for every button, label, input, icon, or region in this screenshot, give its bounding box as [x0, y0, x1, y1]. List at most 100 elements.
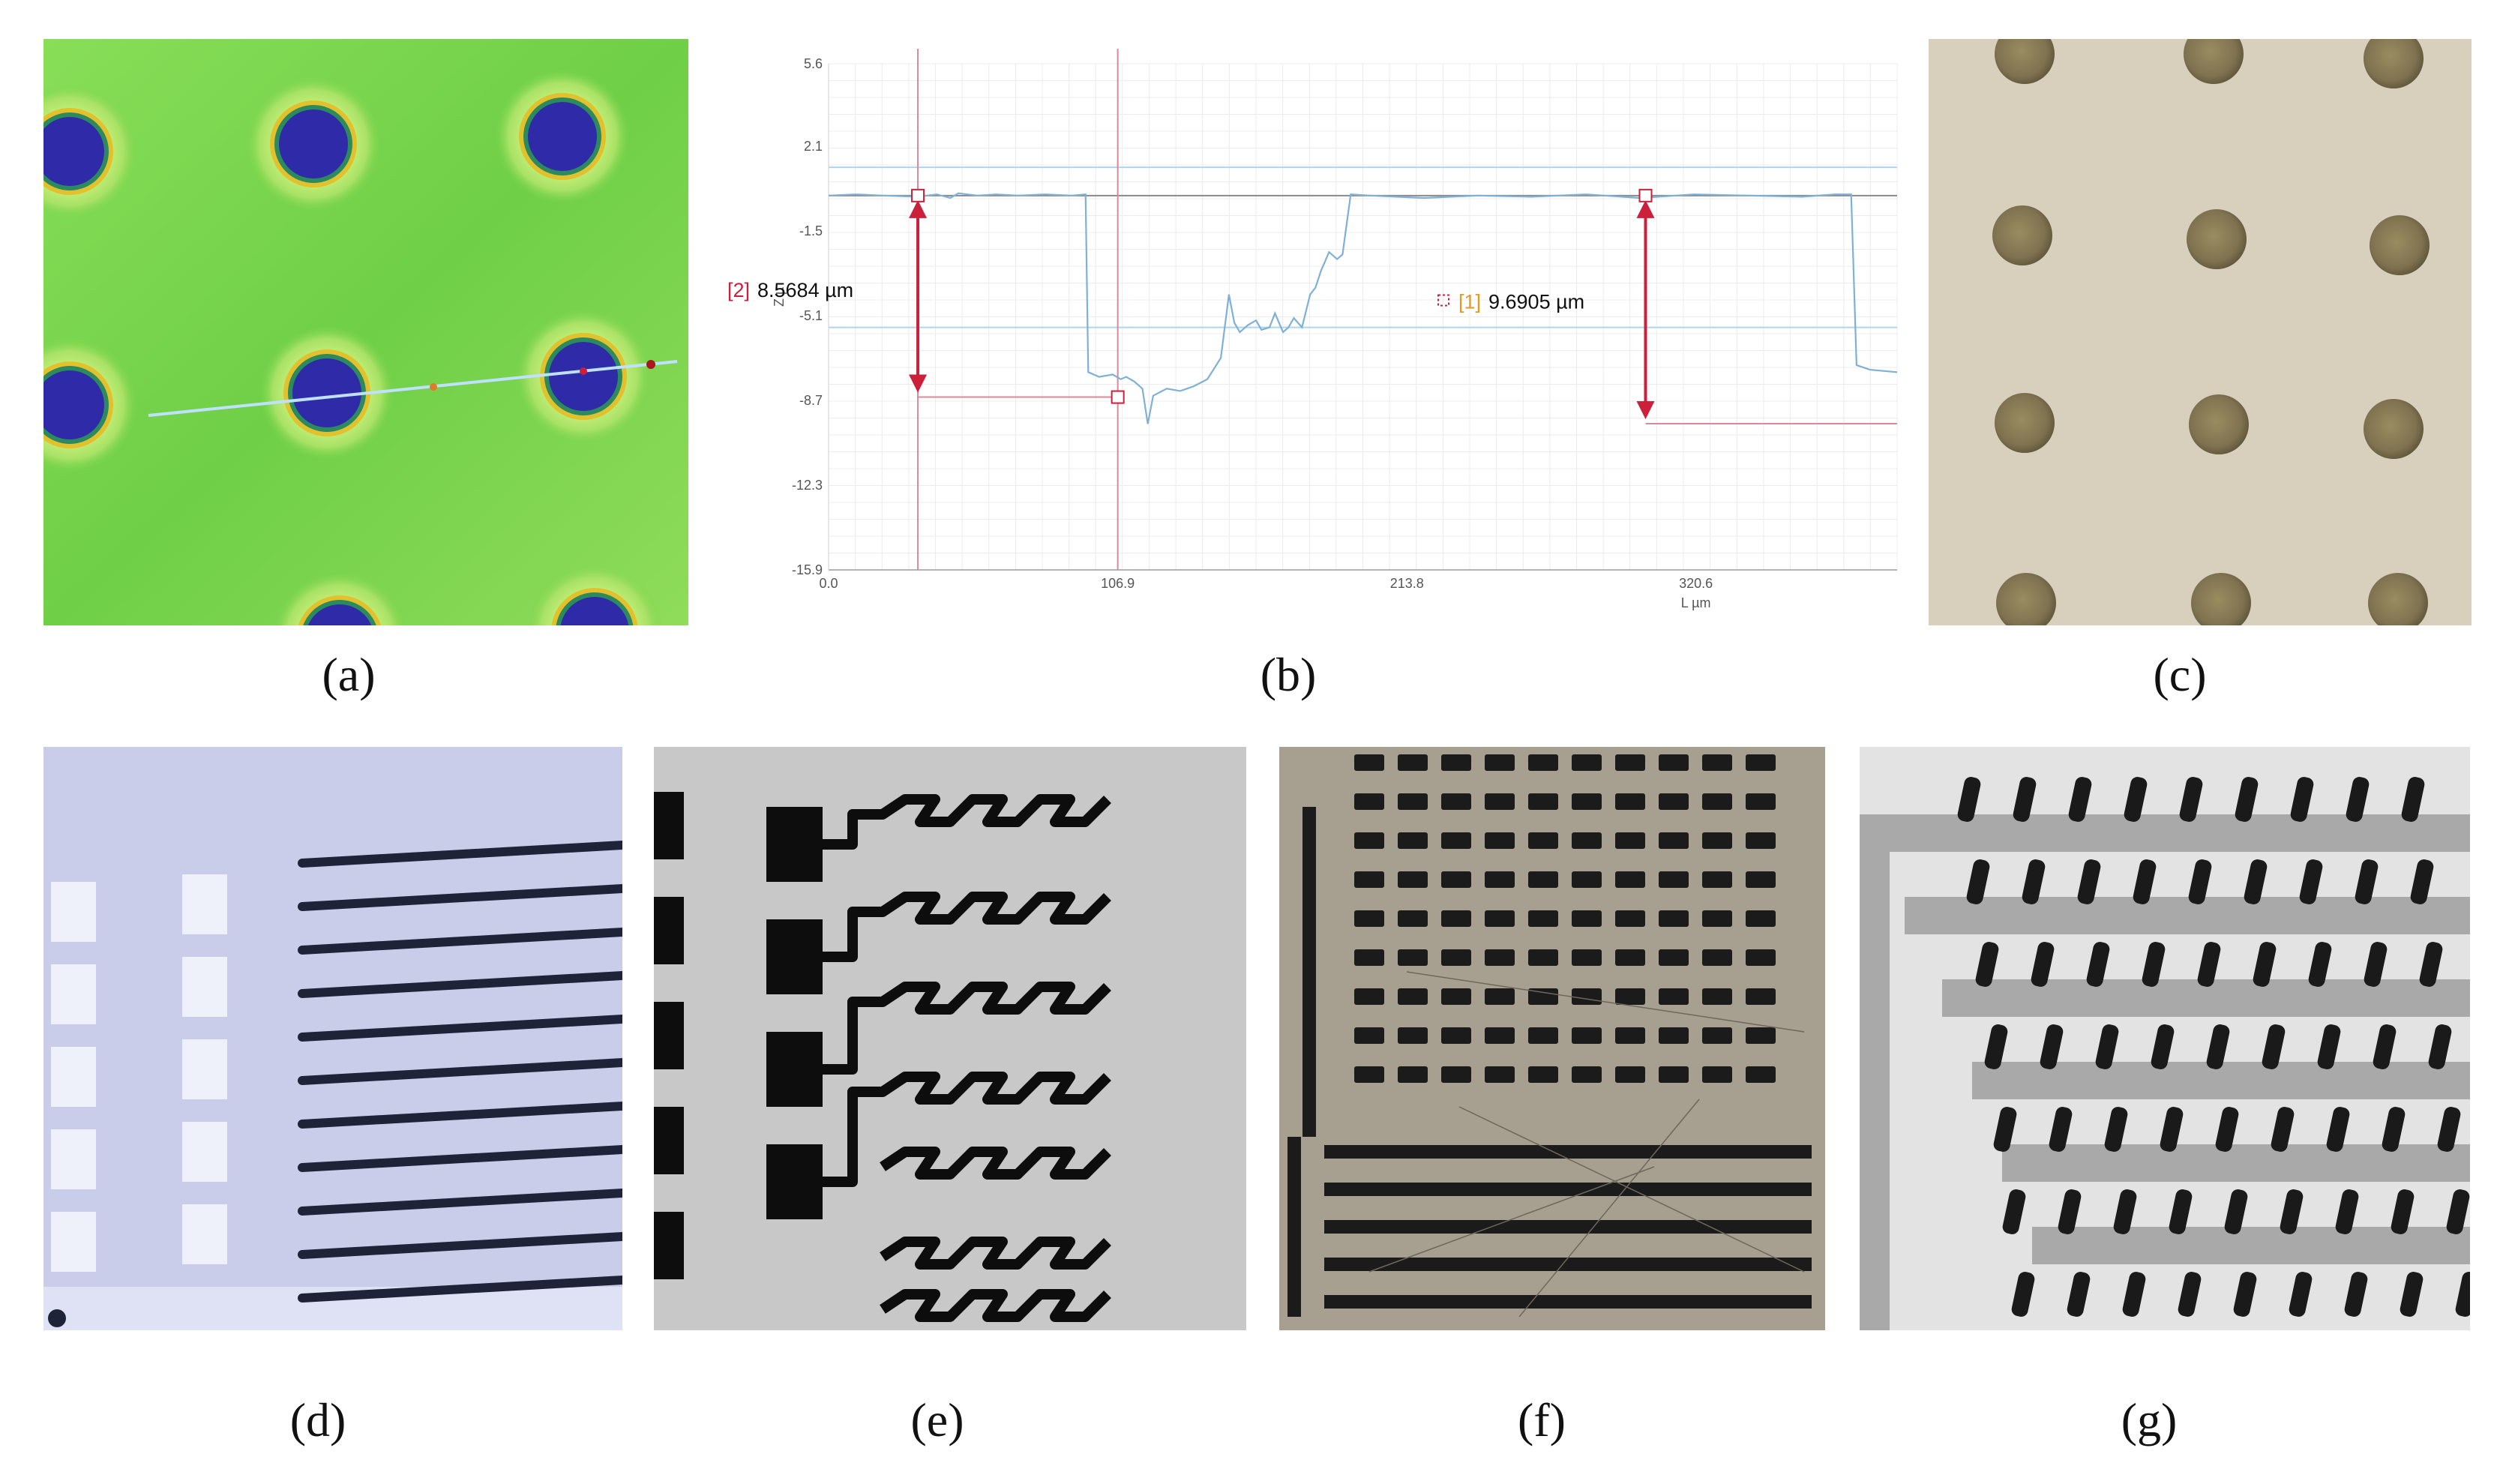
dash-mark — [1702, 988, 1732, 1005]
dash-mark — [1398, 871, 1428, 888]
peg-mark — [1993, 1107, 2017, 1152]
measurement-top-marker — [911, 188, 925, 202]
panel-c-dot-array-photo — [1929, 39, 2472, 625]
dash-mark — [1615, 1066, 1645, 1083]
dash-mark — [1441, 754, 1471, 771]
y-tick-label: 5.6 — [804, 56, 823, 71]
dash-mark — [1702, 793, 1732, 810]
peg-mark — [2142, 942, 2166, 987]
peg-mark — [2215, 1107, 2239, 1152]
peg-mark — [2086, 942, 2110, 987]
dash-mark — [1398, 793, 1428, 810]
peg-mark — [2271, 1107, 2295, 1152]
peg-mark — [2160, 1107, 2184, 1152]
electrode-traces-image — [43, 747, 622, 1330]
dash-mark — [1615, 871, 1645, 888]
peg-mark — [2235, 777, 2259, 822]
dash-mark — [1615, 754, 1645, 771]
dash-array — [1354, 754, 1776, 1083]
dash-mark — [1572, 1027, 1602, 1044]
dot-grid — [1992, 39, 2430, 625]
dash-mark — [1702, 871, 1732, 888]
x-tick-label: 0.0 — [819, 576, 838, 591]
peg-mark — [2410, 859, 2434, 904]
peg-mark — [2095, 1024, 2119, 1069]
dash-mark — [1746, 754, 1776, 771]
dash-mark — [1746, 988, 1776, 1005]
peg-mark — [2077, 859, 2101, 904]
series-line — [828, 192, 1898, 424]
dash-mark — [1659, 793, 1689, 810]
dash-mark — [1746, 832, 1776, 849]
peg-mark — [2022, 859, 2046, 904]
peg-mark — [2299, 859, 2323, 904]
dash-mark — [1572, 1066, 1602, 1083]
measurement-top-marker — [1638, 188, 1653, 202]
peg-mark — [2437, 1107, 2461, 1152]
measurement-2-value: 8.5684 µm — [757, 279, 853, 301]
dash-mark — [1441, 910, 1471, 927]
peg-mark — [2178, 1272, 2202, 1317]
dash-mark — [1702, 1066, 1732, 1083]
dash-mark — [1528, 949, 1558, 966]
peg-mark — [2002, 1189, 2026, 1234]
peg-mark — [2113, 1189, 2137, 1234]
panel-d-electrode-traces — [43, 747, 622, 1330]
serpentine-paths — [823, 794, 1111, 1322]
dash-mark — [1702, 832, 1732, 849]
chart-grid — [828, 63, 1898, 571]
dash-mark — [1485, 988, 1515, 1005]
dash-mark — [1441, 793, 1471, 810]
serpentine-traces-image — [654, 747, 1246, 1330]
bottom-stripes — [1287, 807, 1812, 1317]
peg-mark — [2244, 859, 2268, 904]
peg-mark — [2317, 1024, 2341, 1069]
dash-mark — [1485, 1027, 1515, 1044]
peg-mark — [2290, 777, 2314, 822]
scratches — [1368, 971, 1805, 1318]
y-tick-label: -8.7 — [799, 393, 823, 408]
peg-mark — [2058, 1189, 2082, 1234]
dash-mark — [1441, 988, 1471, 1005]
caption-b: (b) — [1260, 648, 1317, 701]
dash-mark — [1615, 988, 1645, 1005]
caption-d: (d) — [289, 1393, 346, 1447]
dash-mark — [1659, 1066, 1689, 1083]
dash-mark — [1702, 1027, 1732, 1044]
peg-mark — [2428, 1024, 2452, 1069]
caption-a: (a) — [322, 648, 376, 701]
dash-mark — [1746, 1066, 1776, 1083]
dash-mark — [1746, 910, 1776, 927]
measurement-1-tag: [1] — [1458, 291, 1481, 313]
dash-mark — [1528, 910, 1558, 927]
dash-mark — [1702, 949, 1732, 966]
y-tick-label: 2.1 — [804, 139, 823, 154]
arrow-head-up — [1636, 199, 1655, 218]
profile-chart-svg: 5.6 2.1 -1.5 -5.1 -8.7 -12.3 -15.90.0 106.9 213.… — [727, 49, 1898, 610]
peg-array — [1957, 777, 2470, 1317]
dash-mark — [1354, 1027, 1384, 1044]
peg-mark — [1957, 777, 1981, 822]
peg-mark — [2253, 942, 2277, 987]
peg-mark — [2344, 1272, 2368, 1317]
pit-array — [43, 69, 662, 625]
dash-mark — [1659, 949, 1689, 966]
dash-mark — [1485, 754, 1515, 771]
peg-mark — [2373, 1024, 2397, 1069]
peg-mark — [2197, 942, 2221, 987]
panel-e-serpentine-traces — [654, 747, 1246, 1330]
peg-mark — [2233, 1272, 2257, 1317]
dash-mark — [1398, 1066, 1428, 1083]
peg-mark — [2013, 777, 2037, 822]
dash-mark — [1354, 754, 1384, 771]
arrow-head-down — [1636, 401, 1655, 420]
dash-mark — [1528, 832, 1558, 849]
caption-e: (e) — [910, 1393, 964, 1447]
dash-mark — [1746, 1027, 1776, 1044]
dash-mark — [1528, 1066, 1558, 1083]
dash-mark — [1572, 793, 1602, 810]
peg-mark — [2224, 1189, 2248, 1234]
dash-mark — [1746, 793, 1776, 810]
x-tick-label: 320.6 — [1679, 576, 1713, 591]
dash-mark — [1528, 1027, 1558, 1044]
